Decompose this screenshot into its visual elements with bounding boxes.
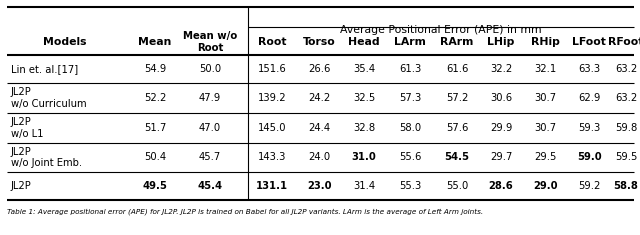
Text: 59.2: 59.2 xyxy=(578,181,600,191)
Text: Average Positional Error (APE) in mm: Average Positional Error (APE) in mm xyxy=(340,25,542,35)
Text: 55.0: 55.0 xyxy=(446,181,468,191)
Text: 55.3: 55.3 xyxy=(399,181,421,191)
Text: 61.3: 61.3 xyxy=(399,64,421,74)
Text: Table 1: Average positional error (APE) for JL2P. JL2P is trained on Babel for a: Table 1: Average positional error (APE) … xyxy=(7,208,483,215)
Text: 32.5: 32.5 xyxy=(353,93,375,103)
Text: 29.5: 29.5 xyxy=(534,153,556,162)
Text: 151.6: 151.6 xyxy=(258,64,286,74)
Text: Models: Models xyxy=(44,37,87,47)
Text: Lin et. al.[17]: Lin et. al.[17] xyxy=(11,64,78,74)
Text: 24.2: 24.2 xyxy=(308,93,330,103)
Text: 59.8: 59.8 xyxy=(615,123,637,133)
Text: 47.9: 47.9 xyxy=(199,93,221,103)
Text: 31.4: 31.4 xyxy=(353,181,375,191)
Text: 35.4: 35.4 xyxy=(353,64,375,74)
Text: 30.7: 30.7 xyxy=(534,93,556,103)
Text: 131.1: 131.1 xyxy=(256,181,288,191)
Text: 47.0: 47.0 xyxy=(199,123,221,133)
Text: 63.3: 63.3 xyxy=(578,64,600,74)
Text: 59.3: 59.3 xyxy=(578,123,600,133)
Text: JL2P
w/o Curriculum: JL2P w/o Curriculum xyxy=(11,87,86,109)
Text: 54.5: 54.5 xyxy=(445,153,470,162)
Text: 26.6: 26.6 xyxy=(308,64,330,74)
Text: RHip: RHip xyxy=(531,37,559,47)
Text: 50.0: 50.0 xyxy=(199,64,221,74)
Text: 32.8: 32.8 xyxy=(353,123,375,133)
Text: 139.2: 139.2 xyxy=(258,93,286,103)
Text: 57.2: 57.2 xyxy=(446,93,468,103)
Text: 29.0: 29.0 xyxy=(532,181,557,191)
Text: 55.6: 55.6 xyxy=(399,153,421,162)
Text: 59.5: 59.5 xyxy=(615,153,637,162)
Text: JL2P
w/o Joint Emb.: JL2P w/o Joint Emb. xyxy=(11,147,82,168)
Text: LArm: LArm xyxy=(394,37,426,47)
Text: Torso: Torso xyxy=(303,37,335,47)
Text: 30.6: 30.6 xyxy=(490,93,512,103)
Text: 30.7: 30.7 xyxy=(534,123,556,133)
Text: 143.3: 143.3 xyxy=(258,153,286,162)
Text: Head: Head xyxy=(348,37,380,47)
Text: 45.4: 45.4 xyxy=(197,181,223,191)
Text: 32.1: 32.1 xyxy=(534,64,556,74)
Text: 29.9: 29.9 xyxy=(490,123,512,133)
Text: Root: Root xyxy=(258,37,286,47)
Text: 28.6: 28.6 xyxy=(488,181,513,191)
Text: 29.7: 29.7 xyxy=(490,153,512,162)
Text: Mean w/o
Root: Mean w/o Root xyxy=(183,31,237,53)
Text: RArm: RArm xyxy=(440,37,474,47)
Text: 32.2: 32.2 xyxy=(490,64,512,74)
Text: LHip: LHip xyxy=(487,37,515,47)
Text: LFoot: LFoot xyxy=(572,37,606,47)
Text: JL2P: JL2P xyxy=(11,181,32,191)
Text: Mean: Mean xyxy=(138,37,172,47)
Text: 62.9: 62.9 xyxy=(578,93,600,103)
Text: 145.0: 145.0 xyxy=(258,123,286,133)
Text: 52.2: 52.2 xyxy=(144,93,166,103)
Text: 58.0: 58.0 xyxy=(399,123,421,133)
Text: 49.5: 49.5 xyxy=(143,181,168,191)
Text: 61.6: 61.6 xyxy=(446,64,468,74)
Text: JL2P
w/o L1: JL2P w/o L1 xyxy=(11,117,44,139)
Text: 63.2: 63.2 xyxy=(615,64,637,74)
Text: 31.0: 31.0 xyxy=(351,153,376,162)
Text: 58.8: 58.8 xyxy=(614,181,639,191)
Text: 50.4: 50.4 xyxy=(144,153,166,162)
Text: 45.7: 45.7 xyxy=(199,153,221,162)
Text: 24.4: 24.4 xyxy=(308,123,330,133)
Text: 23.0: 23.0 xyxy=(307,181,332,191)
Text: 57.6: 57.6 xyxy=(446,123,468,133)
Text: 59.0: 59.0 xyxy=(577,153,602,162)
Text: 54.9: 54.9 xyxy=(144,64,166,74)
Text: 24.0: 24.0 xyxy=(308,153,330,162)
Text: 57.3: 57.3 xyxy=(399,93,421,103)
Text: 63.2: 63.2 xyxy=(615,93,637,103)
Text: 51.7: 51.7 xyxy=(144,123,166,133)
Text: RFoot: RFoot xyxy=(608,37,640,47)
